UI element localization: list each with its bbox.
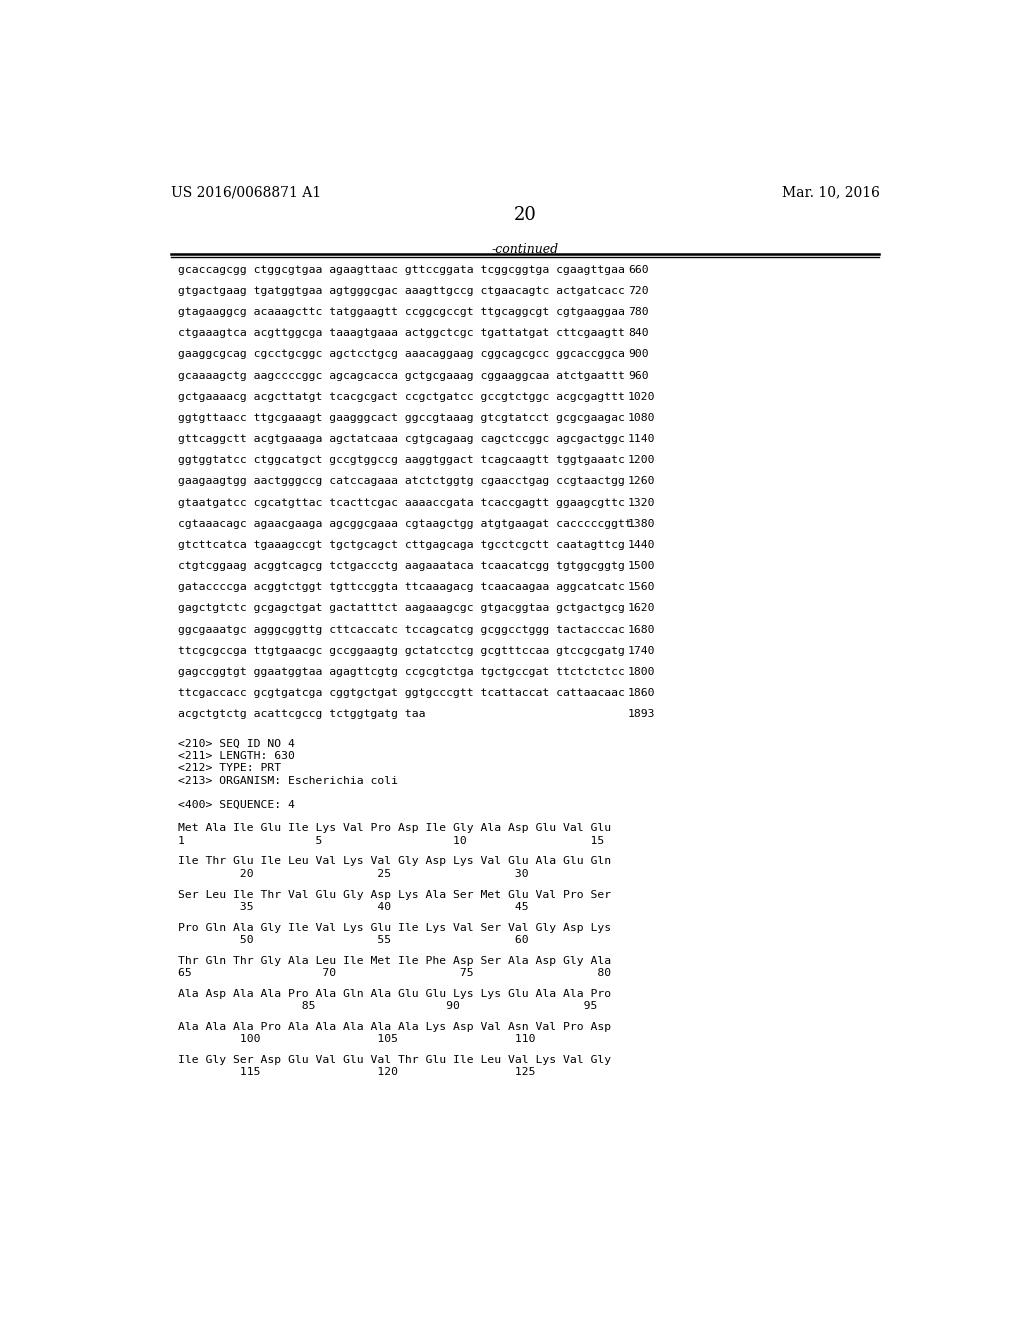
- Text: gaagaagtgg aactgggccg catccagaaa atctctggtg cgaacctgag ccgtaactgg: gaagaagtgg aactgggccg catccagaaa atctctg…: [178, 477, 626, 486]
- Text: 1620: 1620: [628, 603, 655, 614]
- Text: ctgtcggaag acggtcagcg tctgaccctg aagaaataca tcaacatcgg tgtggcggtg: ctgtcggaag acggtcagcg tctgaccctg aagaaat…: [178, 561, 626, 572]
- Text: 900: 900: [628, 350, 648, 359]
- Text: gcaccagcgg ctggcgtgaa agaagttaac gttccggata tcggcggtga cgaagttgaa: gcaccagcgg ctggcgtgaa agaagttaac gttccgg…: [178, 264, 626, 275]
- Text: gttcaggctt acgtgaaaga agctatcaaa cgtgcagaag cagctccggc agcgactggc: gttcaggctt acgtgaaaga agctatcaaa cgtgcag…: [178, 434, 626, 444]
- Text: <400> SEQUENCE: 4: <400> SEQUENCE: 4: [178, 800, 295, 810]
- Text: gagccggtgt ggaatggtaa agagttcgtg ccgcgtctga tgctgccgat ttctctctcc: gagccggtgt ggaatggtaa agagttcgtg ccgcgtc…: [178, 667, 626, 677]
- Text: gcaaaagctg aagccccggc agcagcacca gctgcgaaag cggaaggcaa atctgaattt: gcaaaagctg aagccccggc agcagcacca gctgcga…: [178, 371, 626, 380]
- Text: Pro Gln Ala Gly Ile Val Lys Glu Ile Lys Val Ser Val Gly Asp Lys: Pro Gln Ala Gly Ile Val Lys Glu Ile Lys …: [178, 923, 611, 933]
- Text: Ile Gly Ser Asp Glu Val Glu Val Thr Glu Ile Leu Val Lys Val Gly: Ile Gly Ser Asp Glu Val Glu Val Thr Glu …: [178, 1055, 611, 1065]
- Text: ggtggtatcc ctggcatgct gccgtggccg aaggtggact tcagcaagtt tggtgaaatc: ggtggtatcc ctggcatgct gccgtggccg aaggtgg…: [178, 455, 626, 465]
- Text: 780: 780: [628, 308, 648, 317]
- Text: gtaatgatcc cgcatgttac tcacttcgac aaaaccgata tcaccgagtt ggaagcgttc: gtaatgatcc cgcatgttac tcacttcgac aaaaccg…: [178, 498, 626, 508]
- Text: 840: 840: [628, 329, 648, 338]
- Text: 20                  25                  30: 20 25 30: [178, 869, 529, 879]
- Text: ggcgaaatgc agggcggttg cttcaccatc tccagcatcg gcggcctggg tactacccac: ggcgaaatgc agggcggttg cttcaccatc tccagca…: [178, 624, 626, 635]
- Text: gagctgtctc gcgagctgat gactatttct aagaaagcgc gtgacggtaa gctgactgcg: gagctgtctc gcgagctgat gactatttct aagaaag…: [178, 603, 626, 614]
- Text: 1260: 1260: [628, 477, 655, 486]
- Text: 20: 20: [513, 206, 537, 224]
- Text: Mar. 10, 2016: Mar. 10, 2016: [782, 185, 880, 199]
- Text: gtcttcatca tgaaagccgt tgctgcagct cttgagcaga tgcctcgctt caatagttcg: gtcttcatca tgaaagccgt tgctgcagct cttgagc…: [178, 540, 626, 550]
- Text: ggtgttaacc ttgcgaaagt gaagggcact ggccgtaaag gtcgtatcct gcgcgaagac: ggtgttaacc ttgcgaaagt gaagggcact ggccgta…: [178, 413, 626, 422]
- Text: gctgaaaacg acgcttatgt tcacgcgact ccgctgatcc gccgtctggc acgcgagttt: gctgaaaacg acgcttatgt tcacgcgact ccgctga…: [178, 392, 626, 401]
- Text: 1380: 1380: [628, 519, 655, 529]
- Text: 1560: 1560: [628, 582, 655, 593]
- Text: 1680: 1680: [628, 624, 655, 635]
- Text: Ala Ala Ala Pro Ala Ala Ala Ala Ala Lys Asp Val Asn Val Pro Asp: Ala Ala Ala Pro Ala Ala Ala Ala Ala Lys …: [178, 1022, 611, 1032]
- Text: cgtaaacagc agaacgaaga agcggcgaaa cgtaagctgg atgtgaagat cacccccggtt: cgtaaacagc agaacgaaga agcggcgaaa cgtaagc…: [178, 519, 632, 529]
- Text: -continued: -continued: [492, 243, 558, 256]
- Text: 1020: 1020: [628, 392, 655, 401]
- Text: 85                   90                  95: 85 90 95: [178, 1001, 598, 1011]
- Text: ctgaaagtca acgttggcga taaagtgaaa actggctcgc tgattatgat cttcgaagtt: ctgaaagtca acgttggcga taaagtgaaa actggct…: [178, 329, 626, 338]
- Text: gaaggcgcag cgcctgcggc agctcctgcg aaacaggaag cggcagcgcc ggcaccggca: gaaggcgcag cgcctgcggc agctcctgcg aaacagg…: [178, 350, 626, 359]
- Text: Thr Gln Thr Gly Ala Leu Ile Met Ile Phe Asp Ser Ala Asp Gly Ala: Thr Gln Thr Gly Ala Leu Ile Met Ile Phe …: [178, 956, 611, 966]
- Text: gtagaaggcg acaaagcttc tatggaagtt ccggcgccgt ttgcaggcgt cgtgaaggaa: gtagaaggcg acaaagcttc tatggaagtt ccggcgc…: [178, 308, 626, 317]
- Text: Ile Thr Glu Ile Leu Val Lys Val Gly Asp Lys Val Glu Ala Glu Gln: Ile Thr Glu Ile Leu Val Lys Val Gly Asp …: [178, 857, 611, 866]
- Text: 65                   70                  75                  80: 65 70 75 80: [178, 968, 611, 978]
- Text: 115                 120                 125: 115 120 125: [178, 1068, 536, 1077]
- Text: ttcgaccacc gcgtgatcga cggtgctgat ggtgcccgtt tcattaccat cattaacaac: ttcgaccacc gcgtgatcga cggtgctgat ggtgccc…: [178, 688, 626, 698]
- Text: Met Ala Ile Glu Ile Lys Val Pro Asp Ile Gly Ala Asp Glu Val Glu: Met Ala Ile Glu Ile Lys Val Pro Asp Ile …: [178, 824, 611, 833]
- Text: gtgactgaag tgatggtgaa agtgggcgac aaagttgccg ctgaacagtc actgatcacc: gtgactgaag tgatggtgaa agtgggcgac aaagttg…: [178, 286, 626, 296]
- Text: 960: 960: [628, 371, 648, 380]
- Text: <212> TYPE: PRT: <212> TYPE: PRT: [178, 763, 282, 774]
- Text: 660: 660: [628, 264, 648, 275]
- Text: Ala Asp Ala Ala Pro Ala Gln Ala Glu Glu Lys Lys Glu Ala Ala Pro: Ala Asp Ala Ala Pro Ala Gln Ala Glu Glu …: [178, 989, 611, 999]
- Text: 1740: 1740: [628, 645, 655, 656]
- Text: <211> LENGTH: 630: <211> LENGTH: 630: [178, 751, 295, 760]
- Text: 1893: 1893: [628, 709, 655, 719]
- Text: 100                 105                 110: 100 105 110: [178, 1035, 536, 1044]
- Text: 1860: 1860: [628, 688, 655, 698]
- Text: 1140: 1140: [628, 434, 655, 444]
- Text: US 2016/0068871 A1: US 2016/0068871 A1: [171, 185, 321, 199]
- Text: ttcgcgccga ttgtgaacgc gccggaagtg gctatcctcg gcgtttccaa gtccgcgatg: ttcgcgccga ttgtgaacgc gccggaagtg gctatcc…: [178, 645, 626, 656]
- Text: 1800: 1800: [628, 667, 655, 677]
- Text: 1200: 1200: [628, 455, 655, 465]
- Text: <210> SEQ ID NO 4: <210> SEQ ID NO 4: [178, 739, 295, 748]
- Text: 1                   5                   10                  15: 1 5 10 15: [178, 836, 604, 846]
- Text: Ser Leu Ile Thr Val Glu Gly Asp Lys Ala Ser Met Glu Val Pro Ser: Ser Leu Ile Thr Val Glu Gly Asp Lys Ala …: [178, 890, 611, 899]
- Text: 1440: 1440: [628, 540, 655, 550]
- Text: 1320: 1320: [628, 498, 655, 508]
- Text: gataccccga acggtctggt tgttccggta ttcaaagacg tcaacaagaa aggcatcatc: gataccccga acggtctggt tgttccggta ttcaaag…: [178, 582, 626, 593]
- Text: <213> ORGANISM: Escherichia coli: <213> ORGANISM: Escherichia coli: [178, 776, 398, 785]
- Text: 50                  55                  60: 50 55 60: [178, 935, 529, 945]
- Text: acgctgtctg acattcgccg tctggtgatg taa: acgctgtctg acattcgccg tctggtgatg taa: [178, 709, 426, 719]
- Text: 720: 720: [628, 286, 648, 296]
- Text: 1500: 1500: [628, 561, 655, 572]
- Text: 35                  40                  45: 35 40 45: [178, 902, 529, 912]
- Text: 1080: 1080: [628, 413, 655, 422]
